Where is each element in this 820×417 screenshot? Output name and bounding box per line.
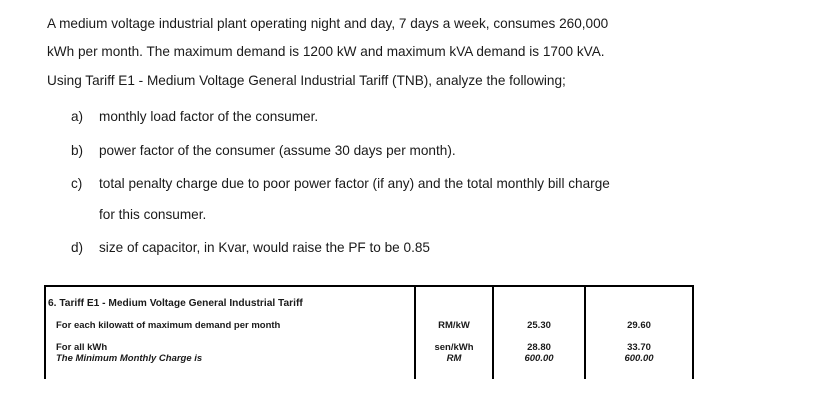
row-2-value-1: 28.80 [527, 342, 551, 353]
question-c-text: total penalty charge due to poor power f… [99, 176, 610, 191]
question-c-label: c) [71, 176, 83, 191]
row-1-desc: For each kilowatt of maximum demand per … [56, 320, 281, 331]
row-3-unit: RM [446, 353, 462, 364]
row-2-unit: sen/kWh [434, 342, 474, 353]
table-divider-2 [492, 285, 494, 379]
problem-line-3: Using Tariff E1 - Medium Voltage General… [47, 73, 566, 88]
row-1-unit: RM/kW [438, 320, 470, 331]
row-2-value-2: 33.70 [627, 342, 651, 353]
table-top-border [44, 285, 694, 287]
question-a: a) monthly load factor of the consumer. [71, 107, 318, 126]
question-d: d) size of capacitor, in Kvar, would rais… [71, 238, 430, 257]
question-d-label: d) [71, 240, 84, 255]
tariff-table: 6. Tariff E1 - Medium Voltage General In… [44, 285, 694, 379]
problem-line-2: kWh per month. The maximum demand is 120… [47, 44, 605, 59]
question-a-text: monthly load factor of the consumer. [99, 109, 319, 124]
table-left-border [44, 285, 46, 379]
row-3-value-2: 600.00 [624, 353, 654, 364]
question-b-label: b) [71, 143, 84, 158]
question-d-text: size of capacitor, in Kvar, would raise … [99, 240, 430, 255]
tariff-table-title: 6. Tariff E1 - Medium Voltage General In… [48, 298, 303, 309]
question-c: c) total penalty charge due to poor power… [71, 174, 610, 193]
row-3-desc: The Minimum Monthly Charge is [56, 353, 203, 364]
row-3-value-1: 600.00 [524, 353, 554, 364]
question-a-label: a) [71, 109, 84, 124]
row-1-value-1: 25.30 [527, 320, 551, 331]
row-2-desc: For all kWh [56, 342, 108, 353]
row-1-value-2: 29.60 [627, 320, 651, 331]
table-divider-1 [414, 285, 416, 379]
question-c-continuation: for this consumer. [99, 207, 207, 222]
table-right-border [692, 285, 694, 379]
problem-line-1: A medium voltage industrial plant operat… [47, 16, 609, 31]
question-b-text: power factor of the consumer (assume 30 … [99, 143, 456, 158]
table-divider-3 [584, 285, 586, 379]
question-b: b) power factor of the consumer (assume 3… [71, 141, 456, 160]
